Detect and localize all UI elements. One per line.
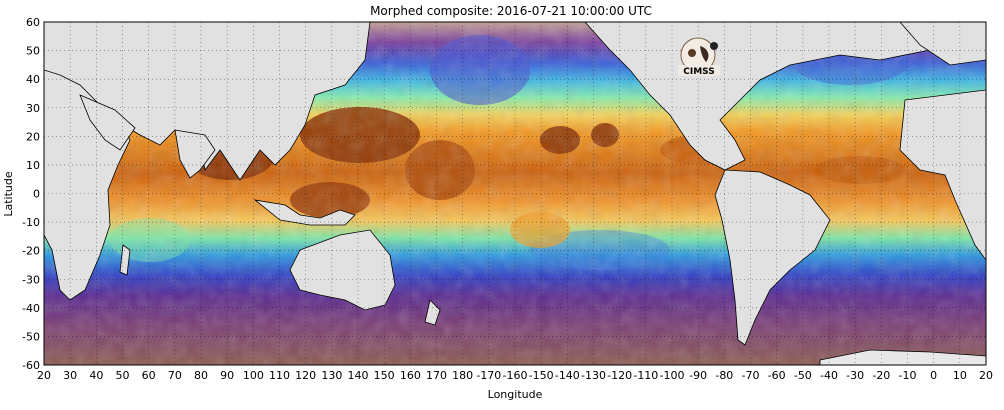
land-india <box>174 129 216 179</box>
land-antarctica <box>819 349 986 365</box>
x-tick-label: 20 <box>37 369 51 382</box>
y-tick-label: -30 <box>22 273 40 286</box>
y-tick-label: 50 <box>26 45 40 58</box>
x-tick-label: -140 <box>555 369 580 382</box>
x-tick-label: -100 <box>660 369 685 382</box>
land-arabia <box>79 94 136 151</box>
y-tick-label: 60 <box>26 16 40 29</box>
y-tick-label: 40 <box>26 73 40 86</box>
x-tick-label: -50 <box>794 369 812 382</box>
x-tick-label: 160 <box>400 369 421 382</box>
x-tick-label: 30 <box>63 369 77 382</box>
x-tick-label: -130 <box>581 369 606 382</box>
x-tick-label: 40 <box>89 369 103 382</box>
x-tick-label: 150 <box>374 369 395 382</box>
y-tick-label: 20 <box>26 130 40 143</box>
x-tick-label: 170 <box>426 369 447 382</box>
x-axis-ticks: 20 30 40 50 60 70 80 90 100 110 120 130 140 150 160 170… <box>37 369 993 382</box>
x-tick-label: -170 <box>476 369 501 382</box>
grid-lines <box>44 22 986 365</box>
x-tick-label: 140 <box>348 369 369 382</box>
y-tick-label: -40 <box>22 302 40 315</box>
logo-text: CIMSS <box>683 67 714 77</box>
x-tick-label: -20 <box>872 369 890 382</box>
y-tick-label: 0 <box>33 188 40 201</box>
x-tick-label: 70 <box>168 369 182 382</box>
x-tick-label: -10 <box>899 369 917 382</box>
x-tick-label: -150 <box>529 369 554 382</box>
x-tick-label: -70 <box>742 369 760 382</box>
cimss-logo-icon: CIMSS <box>678 37 720 77</box>
x-tick-label: -40 <box>820 369 838 382</box>
x-tick-label: -110 <box>633 369 658 382</box>
plot-title: Morphed composite: 2016-07-21 10:00:00 U… <box>370 4 652 18</box>
x-tick-label: -30 <box>846 369 864 382</box>
x-tick-label: 110 <box>269 369 290 382</box>
x-tick-label: -120 <box>607 369 632 382</box>
x-tick-label: 20 <box>979 369 993 382</box>
land-greenland-edge <box>899 22 986 66</box>
plot-frame <box>43 21 987 366</box>
y-tick-label: -20 <box>22 245 40 258</box>
land-madagascar <box>119 244 131 276</box>
x-tick-label: -80 <box>715 369 733 382</box>
land-south-america <box>714 169 831 346</box>
x-tick-label: 0 <box>930 369 937 382</box>
plot-area <box>44 22 986 365</box>
x-tick-label: 180 <box>452 369 473 382</box>
y-axis-title: Latitude <box>2 171 15 217</box>
x-tick-label: 60 <box>142 369 156 382</box>
x-tick-label: 90 <box>220 369 234 382</box>
x-tick-label: 120 <box>295 369 316 382</box>
x-tick-label: -60 <box>768 369 786 382</box>
x-tick-label: 100 <box>243 369 264 382</box>
y-tick-label: -10 <box>22 216 40 229</box>
y-tick-label: -60 <box>22 359 40 372</box>
x-tick-label: 80 <box>194 369 208 382</box>
y-axis-ticks: 60 50 40 30 20 10 0 -10 -20 -30 -40 -50 -60 <box>22 16 40 372</box>
y-tick-label: 10 <box>26 159 40 172</box>
land-australia <box>289 229 396 311</box>
x-tick-label: -90 <box>689 369 707 382</box>
land-africa-east <box>899 89 986 261</box>
x-tick-label: 10 <box>953 369 967 382</box>
x-tick-label: -160 <box>503 369 528 382</box>
x-tick-label: 50 <box>116 369 130 382</box>
y-tick-label: 30 <box>26 102 40 115</box>
x-axis-title: Longitude <box>488 388 543 401</box>
y-tick-label: -50 <box>22 330 40 343</box>
land-maritime-asia <box>253 199 356 226</box>
x-tick-label: 130 <box>321 369 342 382</box>
